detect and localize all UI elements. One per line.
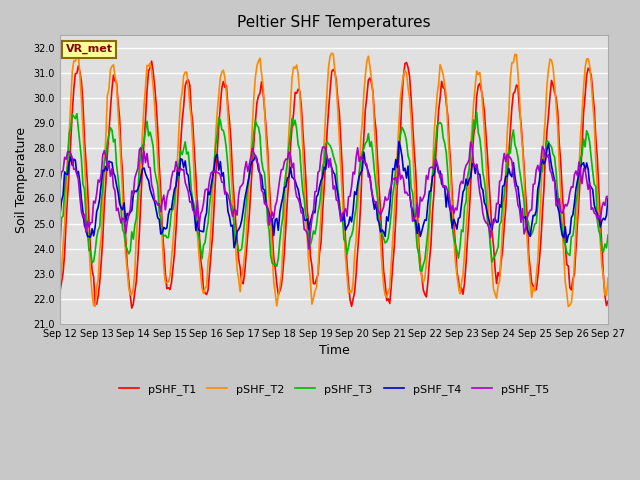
pSHF_T2 (238, 274, 246, 280)
pSHF_T4 (577, 164, 584, 169)
pSHF_T2 (577, 133, 584, 139)
pSHF_T2 (124, 267, 131, 273)
pSHF_T1 (241, 269, 248, 275)
Line: pSHF_T3: pSHF_T3 (60, 112, 608, 271)
pSHF_T3 (238, 246, 246, 252)
pSHF_T2 (564, 303, 572, 309)
pSHF_T2 (56, 281, 64, 287)
Text: VR_met: VR_met (65, 44, 113, 54)
pSHF_T2 (220, 67, 227, 73)
pSHF_T5 (305, 246, 313, 252)
pSHF_T3 (604, 232, 612, 238)
pSHF_T1 (148, 58, 156, 64)
pSHF_T3 (577, 155, 584, 160)
Line: pSHF_T1: pSHF_T1 (60, 61, 608, 308)
pSHF_T5 (577, 171, 584, 177)
pSHF_T5 (56, 180, 64, 185)
pSHF_T4 (56, 212, 64, 217)
pSHF_T2 (604, 275, 612, 281)
pSHF_T1 (56, 288, 64, 294)
pSHF_T4 (220, 170, 227, 176)
pSHF_T4 (239, 207, 247, 213)
pSHF_T1 (577, 172, 584, 178)
pSHF_T5 (296, 200, 303, 206)
pSHF_T4 (395, 139, 403, 144)
pSHF_T3 (473, 109, 481, 115)
pSHF_T3 (220, 128, 227, 133)
pSHF_T5 (604, 193, 612, 199)
pSHF_T4 (248, 158, 256, 164)
X-axis label: Time: Time (319, 344, 349, 357)
pSHF_T1 (223, 83, 230, 89)
pSHF_T2 (328, 50, 335, 56)
Line: pSHF_T4: pSHF_T4 (60, 142, 608, 248)
pSHF_T3 (296, 146, 303, 152)
Line: pSHF_T5: pSHF_T5 (60, 142, 608, 249)
pSHF_T5 (238, 182, 246, 188)
pSHF_T4 (604, 195, 612, 201)
pSHF_T5 (467, 139, 474, 145)
pSHF_T3 (247, 161, 255, 167)
pSHF_T3 (418, 268, 426, 274)
Line: pSHF_T2: pSHF_T2 (60, 53, 608, 306)
pSHF_T5 (247, 154, 255, 160)
pSHF_T4 (298, 204, 305, 210)
pSHF_T1 (124, 262, 131, 268)
pSHF_T3 (56, 242, 64, 248)
pSHF_T1 (604, 298, 612, 304)
pSHF_T4 (124, 211, 131, 216)
Title: Peltier SHF Temperatures: Peltier SHF Temperatures (237, 15, 431, 30)
pSHF_T2 (296, 90, 303, 96)
Legend: pSHF_T1, pSHF_T2, pSHF_T3, pSHF_T4, pSHF_T5: pSHF_T1, pSHF_T2, pSHF_T3, pSHF_T4, pSHF… (115, 379, 554, 399)
pSHF_T1 (299, 126, 307, 132)
Y-axis label: Soil Temperature: Soil Temperature (15, 127, 28, 233)
pSHF_T2 (247, 154, 255, 159)
pSHF_T5 (220, 180, 227, 185)
pSHF_T1 (250, 140, 258, 146)
pSHF_T3 (124, 246, 131, 252)
pSHF_T1 (128, 305, 136, 311)
pSHF_T5 (124, 219, 131, 225)
pSHF_T4 (230, 245, 238, 251)
